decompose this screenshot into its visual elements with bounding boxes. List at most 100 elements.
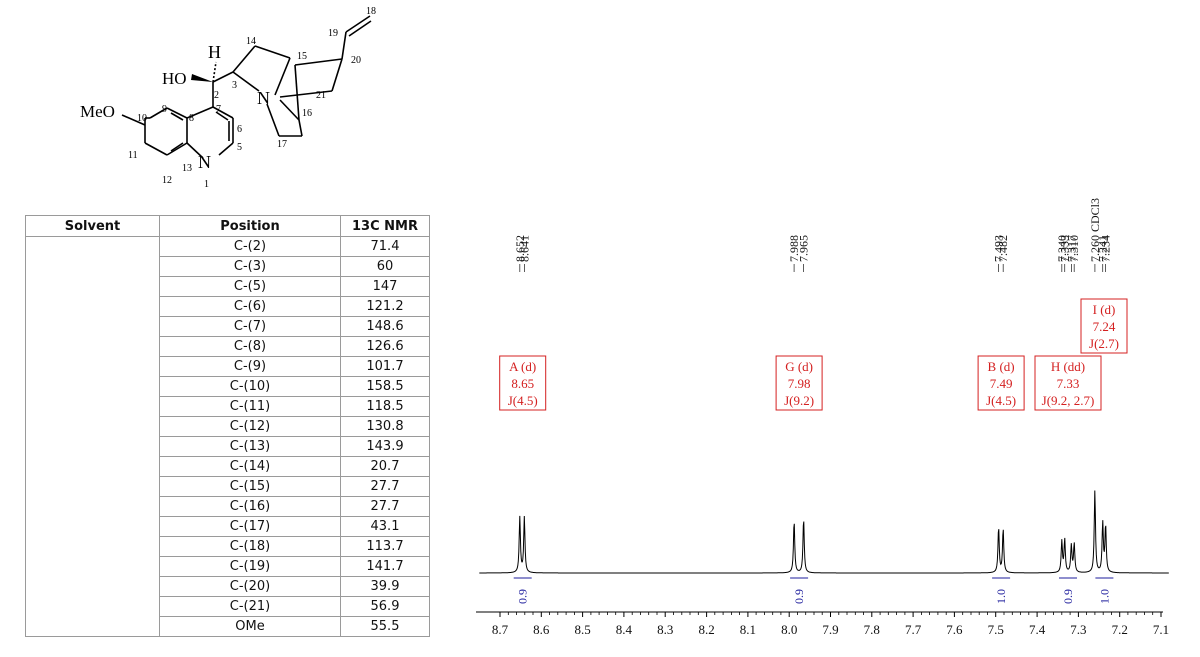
x-tick-label: 8.1 <box>740 622 756 637</box>
shift-cell: 56.9 <box>340 596 430 617</box>
assignment-shift: 8.65 <box>511 376 534 391</box>
column-header-13c-nmr: 13C NMR <box>340 215 430 237</box>
x-tick-label: 8.5 <box>574 622 590 637</box>
peak-label: 7.234 <box>1099 235 1113 262</box>
position-cell: C-(2) <box>159 236 341 257</box>
integral-value: 1.0 <box>994 589 1008 604</box>
table-row: C-(19) 141.7 <box>26 556 430 577</box>
x-tick-label: 8.0 <box>781 622 797 637</box>
peak-label: 7.310 <box>1067 235 1081 262</box>
atom-number: 13 <box>182 163 192 174</box>
carbon-nmr-table: Solvent Position 13C NMR C-(2) 71.4 C-(3) 6… <box>25 215 430 637</box>
table-row: C-(6) 121.2 <box>26 296 430 317</box>
peak-label: 7.260 CDCl3 <box>1088 198 1102 262</box>
assignment-letter: H (dd) <box>1051 359 1085 374</box>
position-cell: C-(16) <box>159 496 341 517</box>
peak-label: 8.652 <box>513 235 527 262</box>
atom-number: 8 <box>189 113 194 124</box>
atom-number: 11 <box>128 150 138 161</box>
shift-cell: 101.7 <box>340 356 430 377</box>
x-tick-label: 7.7 <box>905 622 922 637</box>
shift-cell: 126.6 <box>340 336 430 357</box>
n-quinoline-label: N <box>198 152 211 172</box>
h-label: H <box>208 42 221 62</box>
integral-value: 1.0 <box>1097 589 1111 604</box>
peak-label: 7.333 <box>1058 235 1072 262</box>
shift-cell: 141.7 <box>340 556 430 577</box>
x-tick-label: 8.7 <box>492 622 509 637</box>
position-cell: C-(9) <box>159 356 341 377</box>
atom-number: 5 <box>237 142 242 153</box>
solvent-cell <box>25 236 160 637</box>
table-row: C-(13) 143.9 <box>26 436 430 457</box>
shift-cell: 27.7 <box>340 476 430 497</box>
position-cell: C-(8) <box>159 336 341 357</box>
position-cell: C-(10) <box>159 376 341 397</box>
assignment-box: G (d) 7.98 J(9.2) <box>775 355 823 411</box>
assignment-shift: 7.98 <box>788 376 811 391</box>
x-tick-label: 7.1 <box>1153 622 1169 637</box>
assignment-box: B (d) 7.49 J(4.5) <box>977 355 1025 411</box>
assignment-letter: A (d) <box>509 359 536 374</box>
x-axis: 8.7 8.6 8.5 8.4 8.3 8.2 8.1 8.0 7.9 7.8 7.7 7.6 7.5 7… <box>476 611 1169 637</box>
table-row: C-(8) 126.6 <box>26 336 430 357</box>
n-quinuclidine-label: N <box>257 88 270 108</box>
assignment-j: J(4.5) <box>986 393 1016 408</box>
x-tick-label: 8.3 <box>657 622 673 637</box>
position-cell: C-(7) <box>159 316 341 337</box>
position-cell: C-(18) <box>159 536 341 557</box>
shift-cell: 55.5 <box>340 616 430 637</box>
position-cell: C-(14) <box>159 456 341 477</box>
table-row: C-(5) 147 <box>26 276 430 297</box>
peak-label: 8.641 <box>517 235 531 262</box>
position-cell: OMe <box>159 616 341 637</box>
x-tick-label: 7.6 <box>946 622 963 637</box>
atom-numbers: 18 19 20 14 15 21 16 17 3 2 9 10 8 7 6 5… <box>128 6 376 190</box>
shift-cell: 118.5 <box>340 396 430 417</box>
peak-label: 7.340 <box>1055 235 1069 262</box>
position-cell: C-(5) <box>159 276 341 297</box>
shift-cell: 158.5 <box>340 376 430 397</box>
assignment-box: H (dd) 7.33 J(9.2, 2.7) <box>1034 355 1102 411</box>
position-cell: C-(20) <box>159 576 341 597</box>
chemical-structure: H HO MeO N N 18 19 20 14 15 21 16 17 3 2… <box>80 6 376 190</box>
assignment-j: J(4.5) <box>508 393 538 408</box>
shift-cell: 43.1 <box>340 516 430 537</box>
assignment-boxes: A (d) 8.65 J(4.5) G (d) 7.98 J(9.2) B (d) 7.49 J… <box>499 298 1128 411</box>
assignment-j: J(2.7) <box>1089 336 1119 351</box>
x-tick-label: 7.3 <box>1070 622 1086 637</box>
integral-value: 0.9 <box>1061 589 1075 604</box>
table-row: C-(17) 43.1 <box>26 516 430 537</box>
x-tick-label: 7.9 <box>822 622 838 637</box>
integral-labels: 0.9 0.9 1.0 0.9 1.0 <box>513 577 1114 604</box>
atom-number: 16 <box>302 108 312 119</box>
shift-cell: 60 <box>340 256 430 277</box>
assignment-box: A (d) 8.65 J(4.5) <box>499 355 547 411</box>
table-row: C-(2) 71.4 <box>25 236 430 637</box>
wedge-bond <box>191 74 213 82</box>
peak-label: 7.493 <box>992 235 1006 262</box>
position-cell: C-(12) <box>159 416 341 437</box>
shift-cell: 20.7 <box>340 456 430 477</box>
integral-value: 0.9 <box>792 589 806 604</box>
x-tick-label: 7.8 <box>864 622 880 637</box>
peak-label: 7.241 <box>1096 235 1110 262</box>
atom-number: 17 <box>277 139 287 150</box>
assignment-letter: B (d) <box>988 359 1015 374</box>
table-row: C-(14) 20.7 <box>26 456 430 477</box>
atom-number: 20 <box>351 55 361 66</box>
assignment-shift: 7.33 <box>1057 376 1080 391</box>
table-body: C-(2) 71.4 C-(3) 60 C-(5) 147 C-(6) 121.2 C-(7) 1… <box>25 236 430 637</box>
atom-number: 1 <box>204 179 209 190</box>
meo-label: MeO <box>80 102 115 121</box>
atom-number: 2 <box>214 90 219 101</box>
position-cell: C-(11) <box>159 396 341 417</box>
position-cell: C-(19) <box>159 556 341 577</box>
position-cell: C-(3) <box>159 256 341 277</box>
x-tick-label: 7.4 <box>1029 622 1046 637</box>
position-cell: C-(15) <box>159 476 341 497</box>
shift-cell: 130.8 <box>340 416 430 437</box>
table-row: C-(16) 27.7 <box>26 496 430 517</box>
